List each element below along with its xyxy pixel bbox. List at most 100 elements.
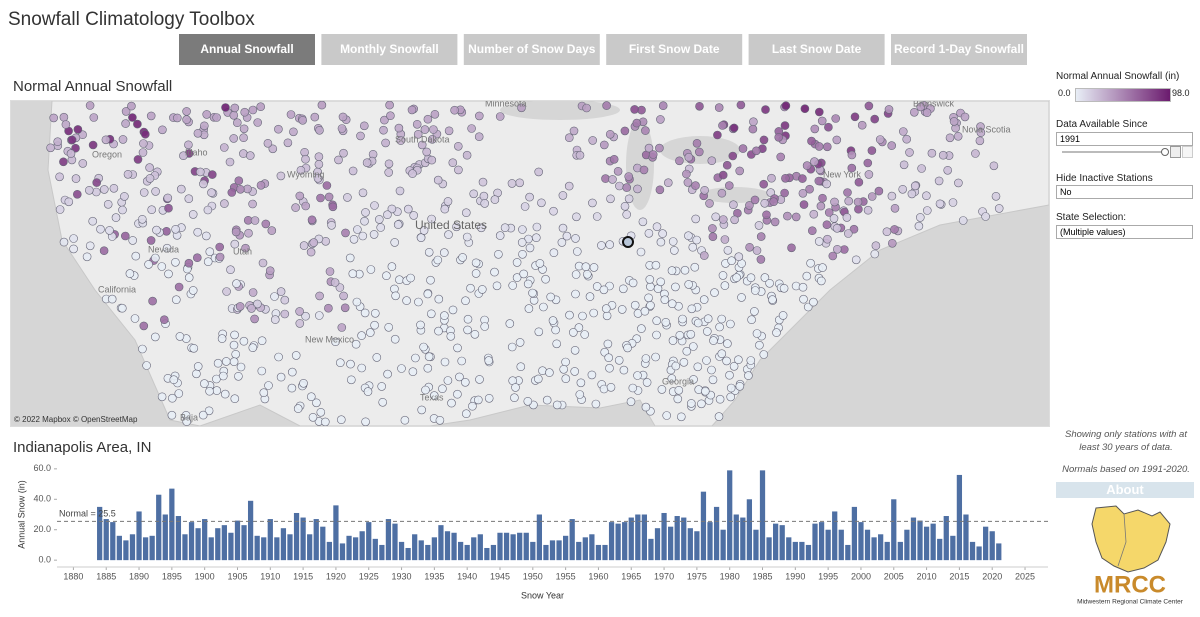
station-dot[interactable]	[591, 399, 601, 409]
station-dot[interactable]	[193, 129, 203, 138]
tab-label[interactable]: Last Snow Date	[772, 42, 862, 56]
station-dot[interactable]	[802, 271, 812, 281]
station-dot[interactable]	[435, 415, 445, 425]
station-dot[interactable]	[515, 338, 525, 347]
station-dot[interactable]	[688, 242, 698, 252]
station-dot[interactable]	[397, 364, 406, 373]
station-dot[interactable]	[421, 385, 430, 395]
station-dot[interactable]	[605, 130, 615, 139]
station-dot[interactable]	[239, 133, 248, 142]
station-dot[interactable]	[850, 112, 860, 122]
station-dot[interactable]	[383, 369, 392, 379]
station-dot[interactable]	[152, 225, 161, 235]
station-dot[interactable]	[412, 120, 422, 129]
station-dot[interactable]	[391, 291, 400, 301]
station-dot[interactable]	[248, 105, 258, 115]
station-dot[interactable]	[378, 397, 388, 407]
station-dot[interactable]	[454, 165, 463, 175]
station-dot[interactable]	[745, 201, 754, 210]
station-dot[interactable]	[809, 209, 819, 219]
station-dot[interactable]	[243, 184, 252, 194]
station-dot[interactable]	[582, 269, 592, 279]
station-dot[interactable]	[384, 322, 394, 332]
station-dot[interactable]	[597, 241, 606, 250]
station-dot[interactable]	[615, 181, 624, 191]
station-dot[interactable]	[339, 148, 348, 158]
station-dot[interactable]	[752, 246, 762, 255]
station-dot[interactable]	[717, 188, 727, 198]
station-dot[interactable]	[220, 199, 229, 208]
station-dot[interactable]	[700, 386, 710, 396]
station-dot[interactable]	[448, 305, 458, 315]
station-dot[interactable]	[376, 223, 386, 232]
station-dot[interactable]	[59, 237, 69, 247]
station-dot[interactable]	[283, 138, 293, 148]
station-dot[interactable]	[200, 379, 209, 388]
station-dot[interactable]	[580, 330, 590, 339]
station-dot[interactable]	[599, 384, 609, 394]
station-dot[interactable]	[261, 219, 271, 229]
station-dot[interactable]	[779, 283, 789, 293]
station-dot[interactable]	[517, 103, 526, 113]
station-dot[interactable]	[683, 178, 693, 187]
station-dot[interactable]	[971, 149, 980, 158]
station-dot[interactable]	[193, 253, 202, 263]
station-dot[interactable]	[219, 371, 228, 381]
station-dot[interactable]	[662, 411, 672, 420]
station-dot[interactable]	[287, 367, 297, 377]
station-dot[interactable]	[199, 179, 208, 189]
station-dot[interactable]	[686, 329, 696, 339]
station-dot[interactable]	[296, 166, 306, 175]
station-dot[interactable]	[348, 166, 358, 176]
station-dot[interactable]	[760, 273, 770, 282]
station-dot[interactable]	[133, 155, 143, 164]
station-dot[interactable]	[867, 192, 877, 201]
station-dot[interactable]	[395, 186, 405, 196]
station-dot[interactable]	[192, 369, 201, 379]
station-dot[interactable]	[175, 332, 185, 341]
station-dot[interactable]	[144, 260, 153, 269]
station-dot[interactable]	[327, 221, 336, 230]
tab[interactable]	[606, 34, 743, 65]
station-dot[interactable]	[830, 197, 839, 207]
station-dot[interactable]	[369, 230, 379, 239]
station-dot[interactable]	[558, 191, 568, 200]
station-dot[interactable]	[714, 103, 724, 112]
station-dot[interactable]	[193, 227, 202, 237]
station-dot[interactable]	[645, 275, 655, 284]
station-dot[interactable]	[330, 278, 340, 287]
station-dot[interactable]	[131, 251, 141, 261]
station-dot[interactable]	[814, 142, 824, 151]
station-dot[interactable]	[702, 327, 712, 336]
station-dot[interactable]	[157, 262, 167, 271]
station-dot[interactable]	[301, 154, 310, 164]
station-dot[interactable]	[386, 111, 395, 120]
station-dot[interactable]	[246, 151, 255, 160]
station-dot[interactable]	[236, 362, 246, 372]
station-dot[interactable]	[523, 396, 533, 406]
station-dot[interactable]	[549, 206, 558, 216]
station-dot[interactable]	[608, 175, 617, 184]
tab-label[interactable]: Record 1-Day Snowfall	[894, 42, 1024, 56]
station-dot[interactable]	[257, 366, 267, 376]
station-dot[interactable]	[172, 295, 181, 305]
station-dot[interactable]	[203, 257, 213, 267]
station-dot[interactable]	[88, 216, 97, 226]
station-dot[interactable]	[467, 124, 476, 133]
station-dot[interactable]	[461, 409, 471, 419]
station-dot[interactable]	[558, 223, 568, 233]
station-dot[interactable]	[546, 292, 556, 302]
station-dot[interactable]	[466, 283, 475, 293]
station-dot[interactable]	[361, 208, 370, 217]
station-dot[interactable]	[239, 124, 249, 134]
station-dot[interactable]	[133, 119, 142, 129]
station-dot[interactable]	[552, 400, 562, 410]
station-dot[interactable]	[708, 375, 718, 385]
station-dot[interactable]	[657, 385, 667, 394]
station-dot[interactable]	[145, 163, 154, 172]
station-dot[interactable]	[337, 124, 347, 133]
station-dot[interactable]	[174, 282, 184, 292]
station-dot[interactable]	[745, 243, 754, 252]
station-dot[interactable]	[121, 107, 131, 116]
station-dot[interactable]	[623, 343, 632, 353]
